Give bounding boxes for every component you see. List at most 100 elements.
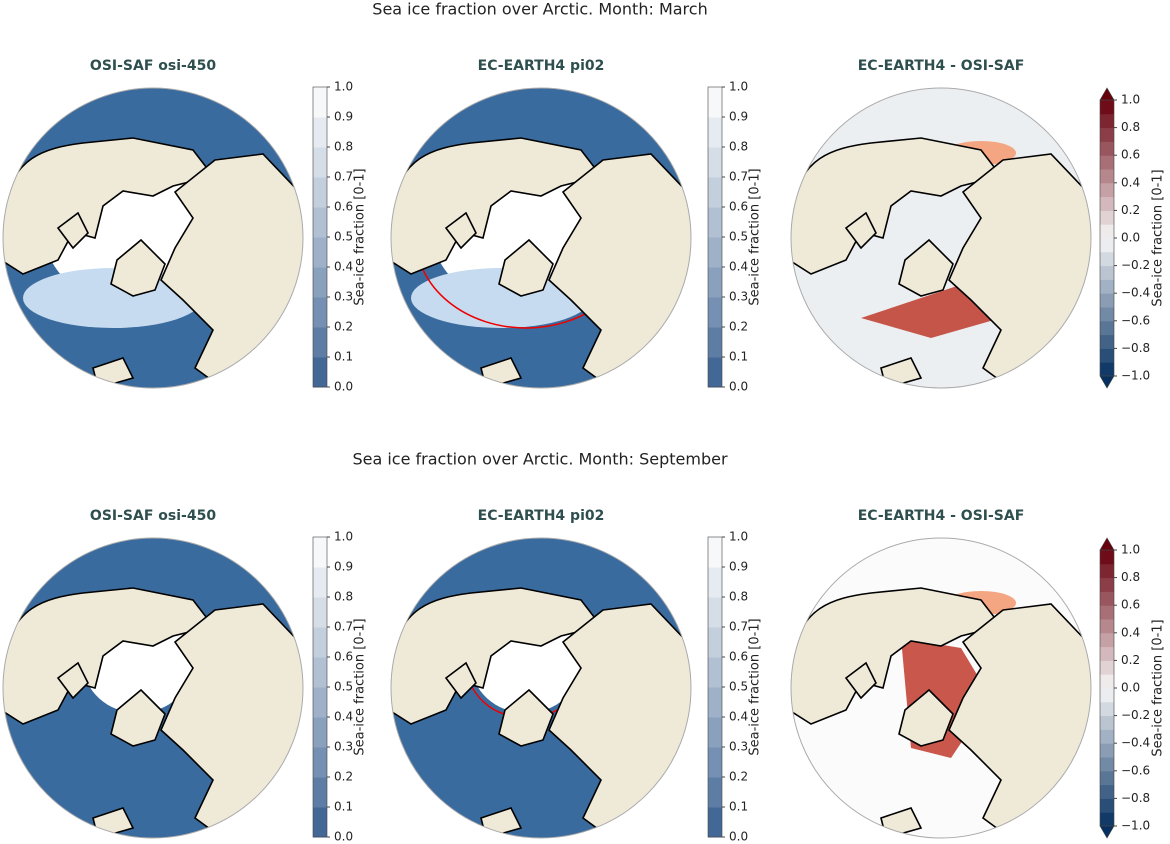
colorbar-tick-label: 0.9	[729, 110, 748, 124]
colorbar-tick-label: 1.0	[1121, 93, 1140, 107]
colorbar-band	[1100, 265, 1114, 280]
colorbar-band	[313, 537, 327, 568]
colorbar-tick-label: 0.7	[334, 620, 353, 634]
colorbar-band	[708, 807, 722, 838]
map-clip	[3, 538, 303, 838]
colorbar-band	[313, 567, 327, 598]
colorbar-tick-label: 0.1	[334, 800, 353, 814]
map-clip	[791, 538, 1091, 838]
colorbar-label: Sea-ice fraction [0-1]	[1151, 619, 1166, 756]
colorbar-band	[1100, 812, 1114, 827]
colorbar-band	[1100, 100, 1114, 115]
colorbar-band	[313, 717, 327, 748]
colorbar-label: Sea-ice fraction [0-1]	[748, 618, 763, 755]
colorbar-band	[1100, 210, 1114, 225]
colorbar-band	[313, 357, 327, 388]
colorbar-tick-label: 0.0	[334, 830, 353, 844]
colorbar-band	[1100, 348, 1114, 363]
colorbar-tick-label: 0.0	[1121, 231, 1140, 245]
map-border	[390, 87, 692, 389]
colorbar-band	[313, 297, 327, 328]
map-border	[2, 87, 304, 389]
panel-title: OSI-SAF osi-450	[90, 58, 216, 74]
colorbar-band	[313, 807, 327, 838]
colorbar-tick-label: 0.9	[729, 560, 748, 574]
panel-title: EC-EARTH4 - OSI-SAF	[858, 58, 1025, 74]
colorbar-band	[1100, 320, 1114, 336]
colorbar-tick-label: −0.8	[1121, 791, 1150, 805]
colorbar-tick-label: 0.8	[334, 140, 353, 154]
colorbar-tick-label: 0.6	[334, 200, 353, 214]
colorbar-band	[1100, 577, 1114, 592]
colorbar-band	[1100, 251, 1114, 267]
colorbar-band	[1100, 141, 1114, 156]
colorbar-band	[313, 87, 327, 118]
colorbar-extend	[1099, 87, 1115, 101]
colorbar-band	[1100, 196, 1114, 211]
panel-title: EC-EARTH4 pi02	[478, 508, 605, 524]
colorbar-band	[1100, 784, 1114, 799]
colorbar-tick-label: 0.8	[1121, 570, 1140, 584]
colorbar-label: Sea-ice fraction [0-1]	[748, 168, 763, 305]
colorbar-tick-label: −0.6	[1121, 313, 1150, 327]
colorbar-tick-label: 0.3	[334, 290, 353, 304]
colorbar-band	[1100, 688, 1114, 703]
colorbar-tick-label: 0.6	[334, 650, 353, 664]
colorbar-tick-label: 0.3	[729, 740, 748, 754]
panel-title: OSI-SAF osi-450	[90, 508, 216, 524]
colorbar-band	[708, 267, 722, 298]
map-border	[790, 87, 1092, 389]
colorbar-tick-label: −1.0	[1121, 819, 1150, 833]
map	[790, 87, 1092, 389]
colorbar-tick-label: 0.4	[1121, 175, 1140, 189]
colorbar-tick-label: 0.5	[334, 230, 353, 244]
colorbar-tick-label: 0.2	[1121, 203, 1140, 217]
colorbar-band	[313, 627, 327, 658]
colorbar-band	[708, 777, 722, 808]
colorbar-tick-label: −0.4	[1121, 736, 1150, 750]
colorbar-tick-label: 0.8	[334, 590, 353, 604]
colorbar-tick-label: 1.0	[729, 80, 748, 94]
colorbar-band	[313, 657, 327, 688]
figure-title: Sea ice fraction over Arctic. Month: Sep…	[352, 450, 728, 469]
colorbar-tick-label: 1.0	[334, 80, 353, 94]
colorbar-band	[1100, 307, 1114, 322]
colorbar-tick-label: 0.4	[1121, 625, 1140, 639]
colorbar-tick-label: 0.4	[334, 710, 353, 724]
colorbar-band	[313, 177, 327, 208]
colorbar-band	[1100, 619, 1114, 634]
colorbar-band	[1100, 632, 1114, 648]
colorbar-tick-label: 0.8	[729, 140, 748, 154]
colorbar-band	[1100, 605, 1114, 620]
colorbar-tick-label: 0.5	[729, 680, 748, 694]
colorbar-tick-label: 0.6	[1121, 148, 1140, 162]
colorbar-band	[708, 327, 722, 358]
colorbar-band	[1100, 238, 1114, 253]
colorbar-tick-label: 0.9	[334, 560, 353, 574]
colorbar-band	[708, 627, 722, 658]
colorbar-tick-label: −0.4	[1121, 286, 1150, 300]
colorbar-band	[1100, 113, 1114, 129]
colorbar-band	[313, 147, 327, 178]
map-border	[2, 537, 304, 839]
colorbar-tick-label: 0.1	[334, 350, 353, 364]
colorbar-tick-label: 0.3	[729, 290, 748, 304]
colorbar-tick-label: 0.6	[1121, 598, 1140, 612]
colorbar-tick-label: 0.7	[334, 170, 353, 184]
colorbar-band	[708, 567, 722, 598]
panel-title: EC-EARTH4 - OSI-SAF	[858, 508, 1025, 524]
colorbar-tick-label: 0.2	[729, 770, 748, 784]
panel-title: EC-EARTH4 pi02	[478, 58, 605, 74]
colorbar-tick-label: 0.7	[729, 170, 748, 184]
colorbar-label: Sea-ice fraction [0-1]	[1151, 169, 1166, 306]
colorbar-tick-label: 1.0	[334, 530, 353, 544]
colorbar-band	[708, 147, 722, 178]
colorbar-band	[708, 177, 722, 208]
colorbar-band	[1100, 715, 1114, 730]
colorbar-band	[1100, 563, 1114, 579]
map	[2, 87, 304, 389]
colorbar-tick-label: −0.8	[1121, 341, 1150, 355]
colorbar-band	[313, 237, 327, 268]
colorbar-tick-label: −1.0	[1121, 369, 1150, 383]
